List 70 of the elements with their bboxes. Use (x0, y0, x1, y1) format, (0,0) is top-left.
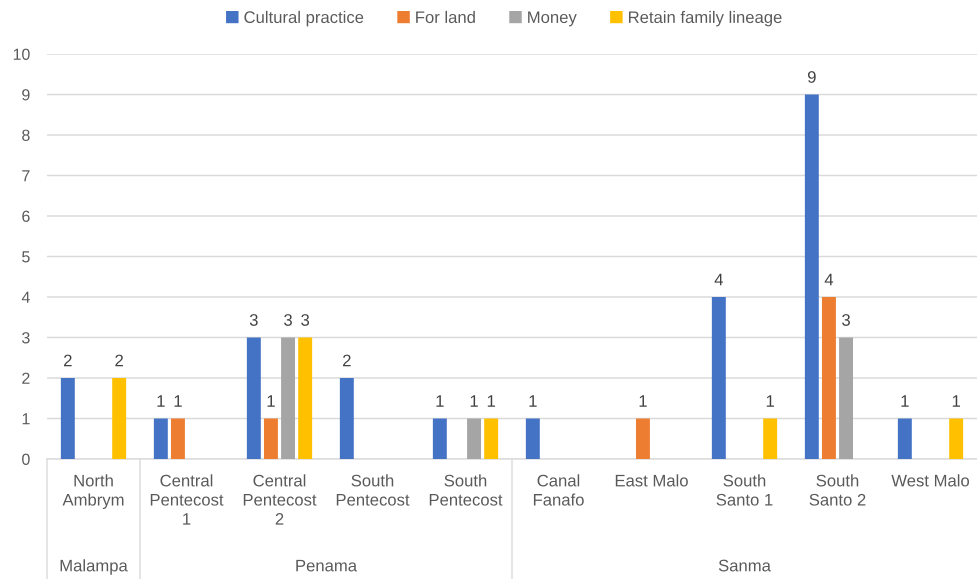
data-label: 1 (470, 395, 478, 407)
bar (264, 418, 278, 459)
bar (298, 338, 312, 459)
x-tick-label: Central Pentecost 2 (244, 474, 316, 525)
y-tick-label: 3 (22, 332, 30, 344)
data-label: 2 (343, 354, 351, 366)
y-tick-label: 0 (22, 454, 30, 465)
y-tick-label: 8 (22, 130, 30, 141)
legend-label: Money (528, 11, 577, 26)
data-label: 1 (766, 395, 774, 407)
bar (467, 418, 482, 459)
x-tick-label: South Pentecost (430, 474, 502, 506)
data-label: 3 (842, 314, 850, 326)
data-label: 1 (174, 395, 182, 407)
data-label: 3 (284, 314, 292, 326)
x-tick-label: South Santo 2 (810, 474, 866, 506)
bar (246, 338, 261, 459)
bar (949, 418, 964, 459)
x-tick-label: West Malo (891, 474, 970, 487)
data-label: 1 (436, 395, 444, 407)
data-label: 1 (157, 395, 165, 407)
y-tick-label: 1 (22, 413, 30, 424)
y-tick-label: 4 (22, 292, 30, 303)
data-label: 4 (824, 274, 834, 286)
legend-label: Cultural practice (244, 10, 364, 26)
bar (340, 378, 354, 459)
y-tick-label: 2 (22, 372, 30, 384)
text: Malampa (60, 559, 128, 575)
bar (154, 418, 168, 459)
y-tick-label: 7 (22, 170, 30, 182)
bar (712, 297, 726, 459)
x-tick-label: South Pentecost (336, 474, 410, 506)
data-label: 1 (640, 395, 647, 407)
bar (484, 418, 498, 459)
y-tick-label: 10 (14, 48, 30, 60)
bar (112, 378, 126, 459)
bar (281, 338, 296, 459)
x-tick-label: South Santo 1 (716, 474, 772, 506)
bar (804, 94, 819, 459)
data-label: 1 (901, 395, 909, 407)
data-label: 3 (301, 314, 310, 326)
data-label: 1 (952, 395, 960, 407)
x-tick-label: North Ambrym (62, 474, 124, 509)
data-label: 1 (529, 395, 537, 407)
data-label: 3 (250, 314, 258, 326)
bar (763, 418, 778, 459)
legend-label: For land (416, 10, 475, 24)
data-label: 2 (115, 354, 123, 366)
x-tick-label: East Malo (616, 474, 688, 487)
bar (526, 418, 540, 459)
bar (60, 378, 75, 459)
data-label: 1 (488, 395, 495, 407)
bar (432, 418, 447, 459)
y-tick-label: 5 (22, 251, 30, 262)
bar (839, 338, 854, 459)
x-tick-label: Central Pentecost 1 (150, 474, 224, 525)
bar (170, 418, 185, 459)
bar (636, 418, 650, 459)
data-label: 1 (268, 395, 275, 407)
data-label: 2 (64, 354, 72, 366)
data-label: 9 (808, 71, 816, 83)
bar (898, 418, 912, 459)
text: Penama (296, 560, 358, 572)
text: Sanma (718, 560, 771, 572)
legend-label: Retain family lineage (628, 10, 782, 26)
data-label: 4 (714, 274, 723, 286)
y-tick-label: 6 (22, 210, 30, 222)
bar (822, 297, 836, 459)
x-tick-label: Canal Fanafo (534, 474, 584, 506)
y-tick-label: 9 (22, 89, 30, 100)
